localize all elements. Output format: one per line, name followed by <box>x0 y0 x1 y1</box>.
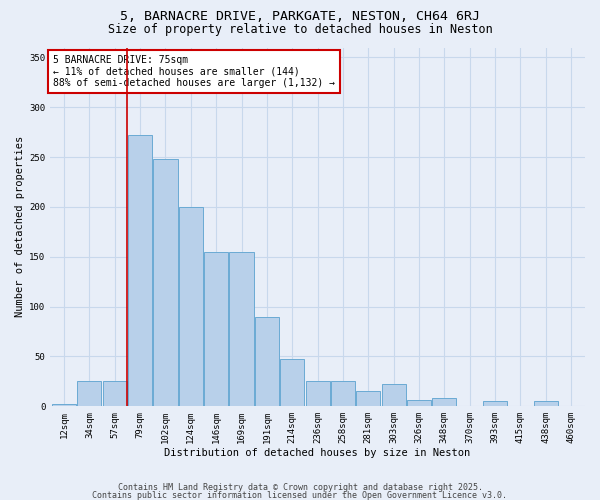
Text: Size of property relative to detached houses in Neston: Size of property relative to detached ho… <box>107 22 493 36</box>
Bar <box>432 398 457 406</box>
Bar <box>229 252 254 406</box>
Y-axis label: Number of detached properties: Number of detached properties <box>15 136 25 318</box>
Bar <box>407 400 431 406</box>
Bar <box>154 159 178 406</box>
Bar <box>179 207 203 406</box>
Bar <box>204 252 228 406</box>
Bar <box>128 135 152 406</box>
Bar <box>331 382 355 406</box>
Text: 5 BARNACRE DRIVE: 75sqm
← 11% of detached houses are smaller (144)
88% of semi-d: 5 BARNACRE DRIVE: 75sqm ← 11% of detache… <box>53 54 335 88</box>
Bar <box>483 401 507 406</box>
Bar <box>356 392 380 406</box>
Text: 5, BARNACRE DRIVE, PARKGATE, NESTON, CH64 6RJ: 5, BARNACRE DRIVE, PARKGATE, NESTON, CH6… <box>120 10 480 23</box>
Bar <box>533 401 558 406</box>
Bar <box>382 384 406 406</box>
Text: Contains public sector information licensed under the Open Government Licence v3: Contains public sector information licen… <box>92 490 508 500</box>
Text: Contains HM Land Registry data © Crown copyright and database right 2025.: Contains HM Land Registry data © Crown c… <box>118 484 482 492</box>
Bar <box>255 316 279 406</box>
Bar <box>305 382 329 406</box>
Bar <box>103 382 127 406</box>
X-axis label: Distribution of detached houses by size in Neston: Distribution of detached houses by size … <box>164 448 471 458</box>
Bar <box>280 360 304 406</box>
Bar <box>77 382 101 406</box>
Bar <box>52 404 76 406</box>
